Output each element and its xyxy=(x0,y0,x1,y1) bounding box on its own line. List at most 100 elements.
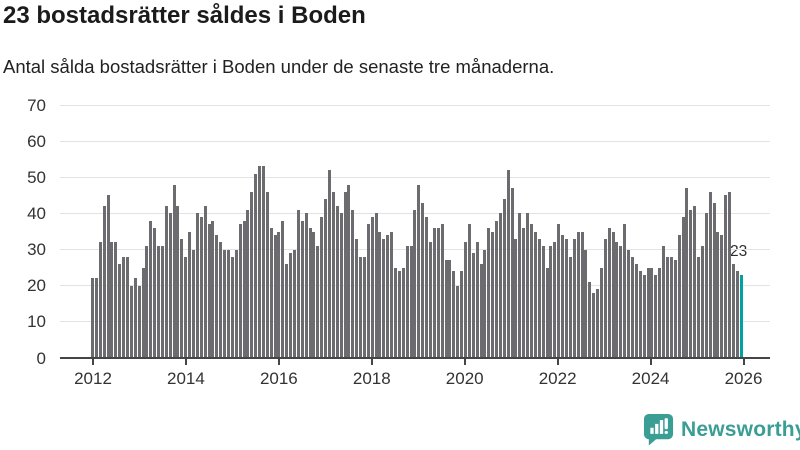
bar xyxy=(172,184,176,358)
x-axis-tick xyxy=(649,359,652,365)
bar xyxy=(230,256,234,358)
bar xyxy=(712,202,716,358)
bar xyxy=(141,267,145,358)
x-axis-tick xyxy=(463,359,466,365)
x-axis-tick xyxy=(92,359,94,365)
bar xyxy=(106,195,110,358)
bar xyxy=(176,206,180,358)
bar xyxy=(724,195,728,358)
bar xyxy=(425,217,429,358)
bar xyxy=(697,256,701,358)
bar xyxy=(510,188,514,358)
bar xyxy=(273,235,277,358)
bar xyxy=(281,220,285,358)
bar xyxy=(269,227,273,358)
bar xyxy=(471,253,475,358)
bar xyxy=(258,166,262,358)
bar xyxy=(491,231,495,358)
bar xyxy=(522,227,526,358)
bar xyxy=(467,224,471,358)
bar xyxy=(561,235,565,358)
bar xyxy=(463,242,467,358)
bar xyxy=(689,209,693,358)
bar xyxy=(732,264,736,358)
bar xyxy=(677,235,681,358)
bar xyxy=(355,238,359,358)
bar xyxy=(207,224,211,358)
bar xyxy=(397,271,401,358)
bar xyxy=(413,209,417,358)
bar xyxy=(498,213,502,358)
bar xyxy=(327,170,331,358)
chart-subtitle: Antal sålda bostadsrätter i Boden under … xyxy=(3,56,555,77)
y-axis-label: 70 xyxy=(27,95,46,115)
x-axis-label: 2018 xyxy=(352,369,391,388)
bar xyxy=(242,220,246,358)
bar xyxy=(588,282,592,358)
bar xyxy=(362,256,366,358)
gridline xyxy=(60,104,770,106)
bar xyxy=(164,206,168,358)
bar xyxy=(673,260,677,358)
bar xyxy=(421,202,425,358)
bar xyxy=(654,274,658,358)
bar xyxy=(339,213,343,358)
bar xyxy=(728,191,732,358)
bar xyxy=(440,224,444,358)
bar xyxy=(720,235,724,358)
bar xyxy=(545,267,549,358)
newsworthy-logo-text: Newsworthy xyxy=(681,417,800,441)
bar xyxy=(704,213,708,358)
bar xyxy=(537,238,541,358)
bar xyxy=(432,227,436,358)
bar xyxy=(94,278,98,358)
bar xyxy=(211,220,215,358)
bar xyxy=(514,238,518,358)
bar xyxy=(250,191,254,358)
bar xyxy=(627,249,631,358)
bar xyxy=(526,213,530,358)
gridline xyxy=(60,140,770,142)
bar xyxy=(502,198,506,358)
bar xyxy=(261,166,265,358)
bar xyxy=(708,191,712,358)
bar xyxy=(596,289,600,358)
x-axis-tick xyxy=(742,359,745,365)
bar xyxy=(149,220,153,358)
bar xyxy=(110,242,114,358)
bar xyxy=(300,220,304,358)
bar xyxy=(646,267,650,358)
bar xyxy=(133,278,137,358)
bar xyxy=(382,238,386,358)
bar xyxy=(308,227,312,358)
bar xyxy=(223,249,227,358)
bar xyxy=(157,245,161,358)
bar xyxy=(401,267,405,358)
y-axis-label: 60 xyxy=(27,131,46,151)
bar xyxy=(623,224,627,358)
bar xyxy=(631,256,634,358)
bar xyxy=(584,249,588,358)
bar xyxy=(665,256,669,358)
bar xyxy=(137,285,141,358)
bar xyxy=(102,206,106,358)
bar xyxy=(351,209,355,358)
bar xyxy=(615,242,619,358)
x-axis-tick xyxy=(370,359,373,365)
newsworthy-logo: Newsworthy xyxy=(643,413,800,446)
bar xyxy=(91,278,94,358)
bar xyxy=(518,213,522,358)
bar xyxy=(549,245,553,358)
bar xyxy=(215,235,219,358)
bar xyxy=(293,249,297,358)
bar xyxy=(557,224,561,358)
bar xyxy=(572,238,576,358)
bar xyxy=(700,245,704,358)
bar xyxy=(234,249,238,358)
bar xyxy=(226,249,230,358)
bar xyxy=(246,209,250,358)
bar xyxy=(658,267,662,358)
bar xyxy=(409,245,413,358)
